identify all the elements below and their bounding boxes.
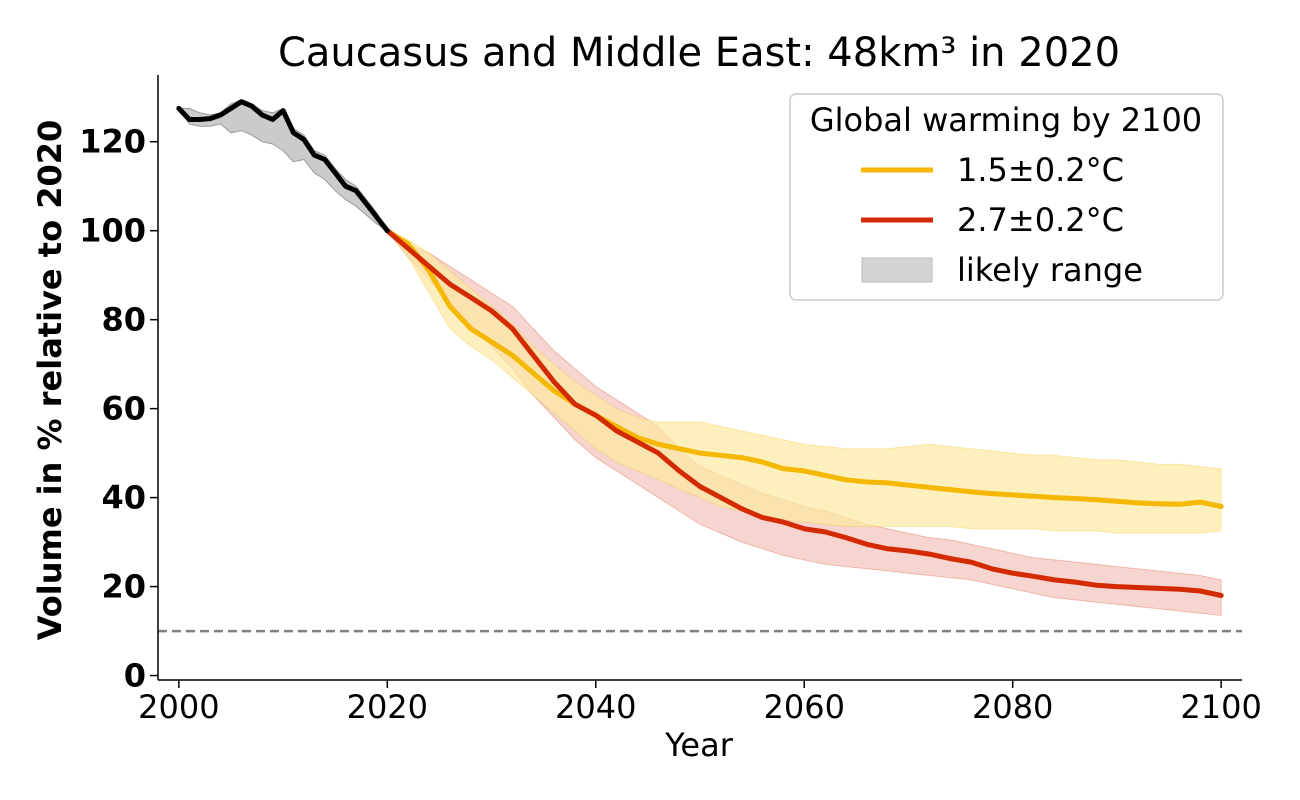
y-axis-label: Volume in % relative to 2020 [31, 120, 69, 641]
y-tick-label-120: 120 [79, 123, 146, 161]
x-tick-label-2000: 2000 [138, 688, 219, 726]
y-tick-label-0: 0 [124, 657, 146, 695]
series-lines [176, 99, 1224, 598]
axes [157, 75, 1242, 681]
y-tick-label-100: 100 [79, 212, 146, 250]
legend-swatch-likely-range [861, 257, 933, 283]
legend: Global warming by 2100 1.5±0.2°C 2.7±0.2… [789, 93, 1224, 301]
x-tick-label-2080: 2080 [972, 688, 1053, 726]
line-1-5-0-2-c [384, 228, 1224, 509]
band-1-5-0-2-c [386, 230, 1222, 534]
legend-title: Global warming by 2100 [810, 101, 1202, 139]
x-axis-label: Year [664, 726, 734, 764]
y-tick-label-60: 60 [101, 390, 146, 428]
y-tick-label-20: 20 [101, 568, 146, 606]
y-tick-label-80: 80 [101, 301, 146, 339]
legend-box [789, 93, 1224, 301]
legend-label-2-7c: 2.7±0.2°C [957, 201, 1124, 239]
x-tick-label-2100: 2100 [1180, 688, 1261, 726]
chart-title: Caucasus and Middle East: 48km³ in 2020 [278, 30, 1120, 76]
legend-label-likely-range: likely range [957, 251, 1143, 289]
x-tick-label-2040: 2040 [555, 688, 636, 726]
x-tick-label-2060: 2060 [764, 688, 845, 726]
x-ticks: 2000 2020 2040 2060 2080 2100 [138, 680, 1262, 726]
line-2-7-0-2-c [384, 228, 1224, 598]
y-tick-label-40: 40 [101, 479, 146, 517]
y-ticks: 0 20 40 60 80 100 120 [79, 123, 158, 695]
line-historical [176, 99, 390, 234]
legend-label-1-5c: 1.5±0.2°C [957, 151, 1124, 189]
x-tick-label-2020: 2020 [347, 688, 428, 726]
